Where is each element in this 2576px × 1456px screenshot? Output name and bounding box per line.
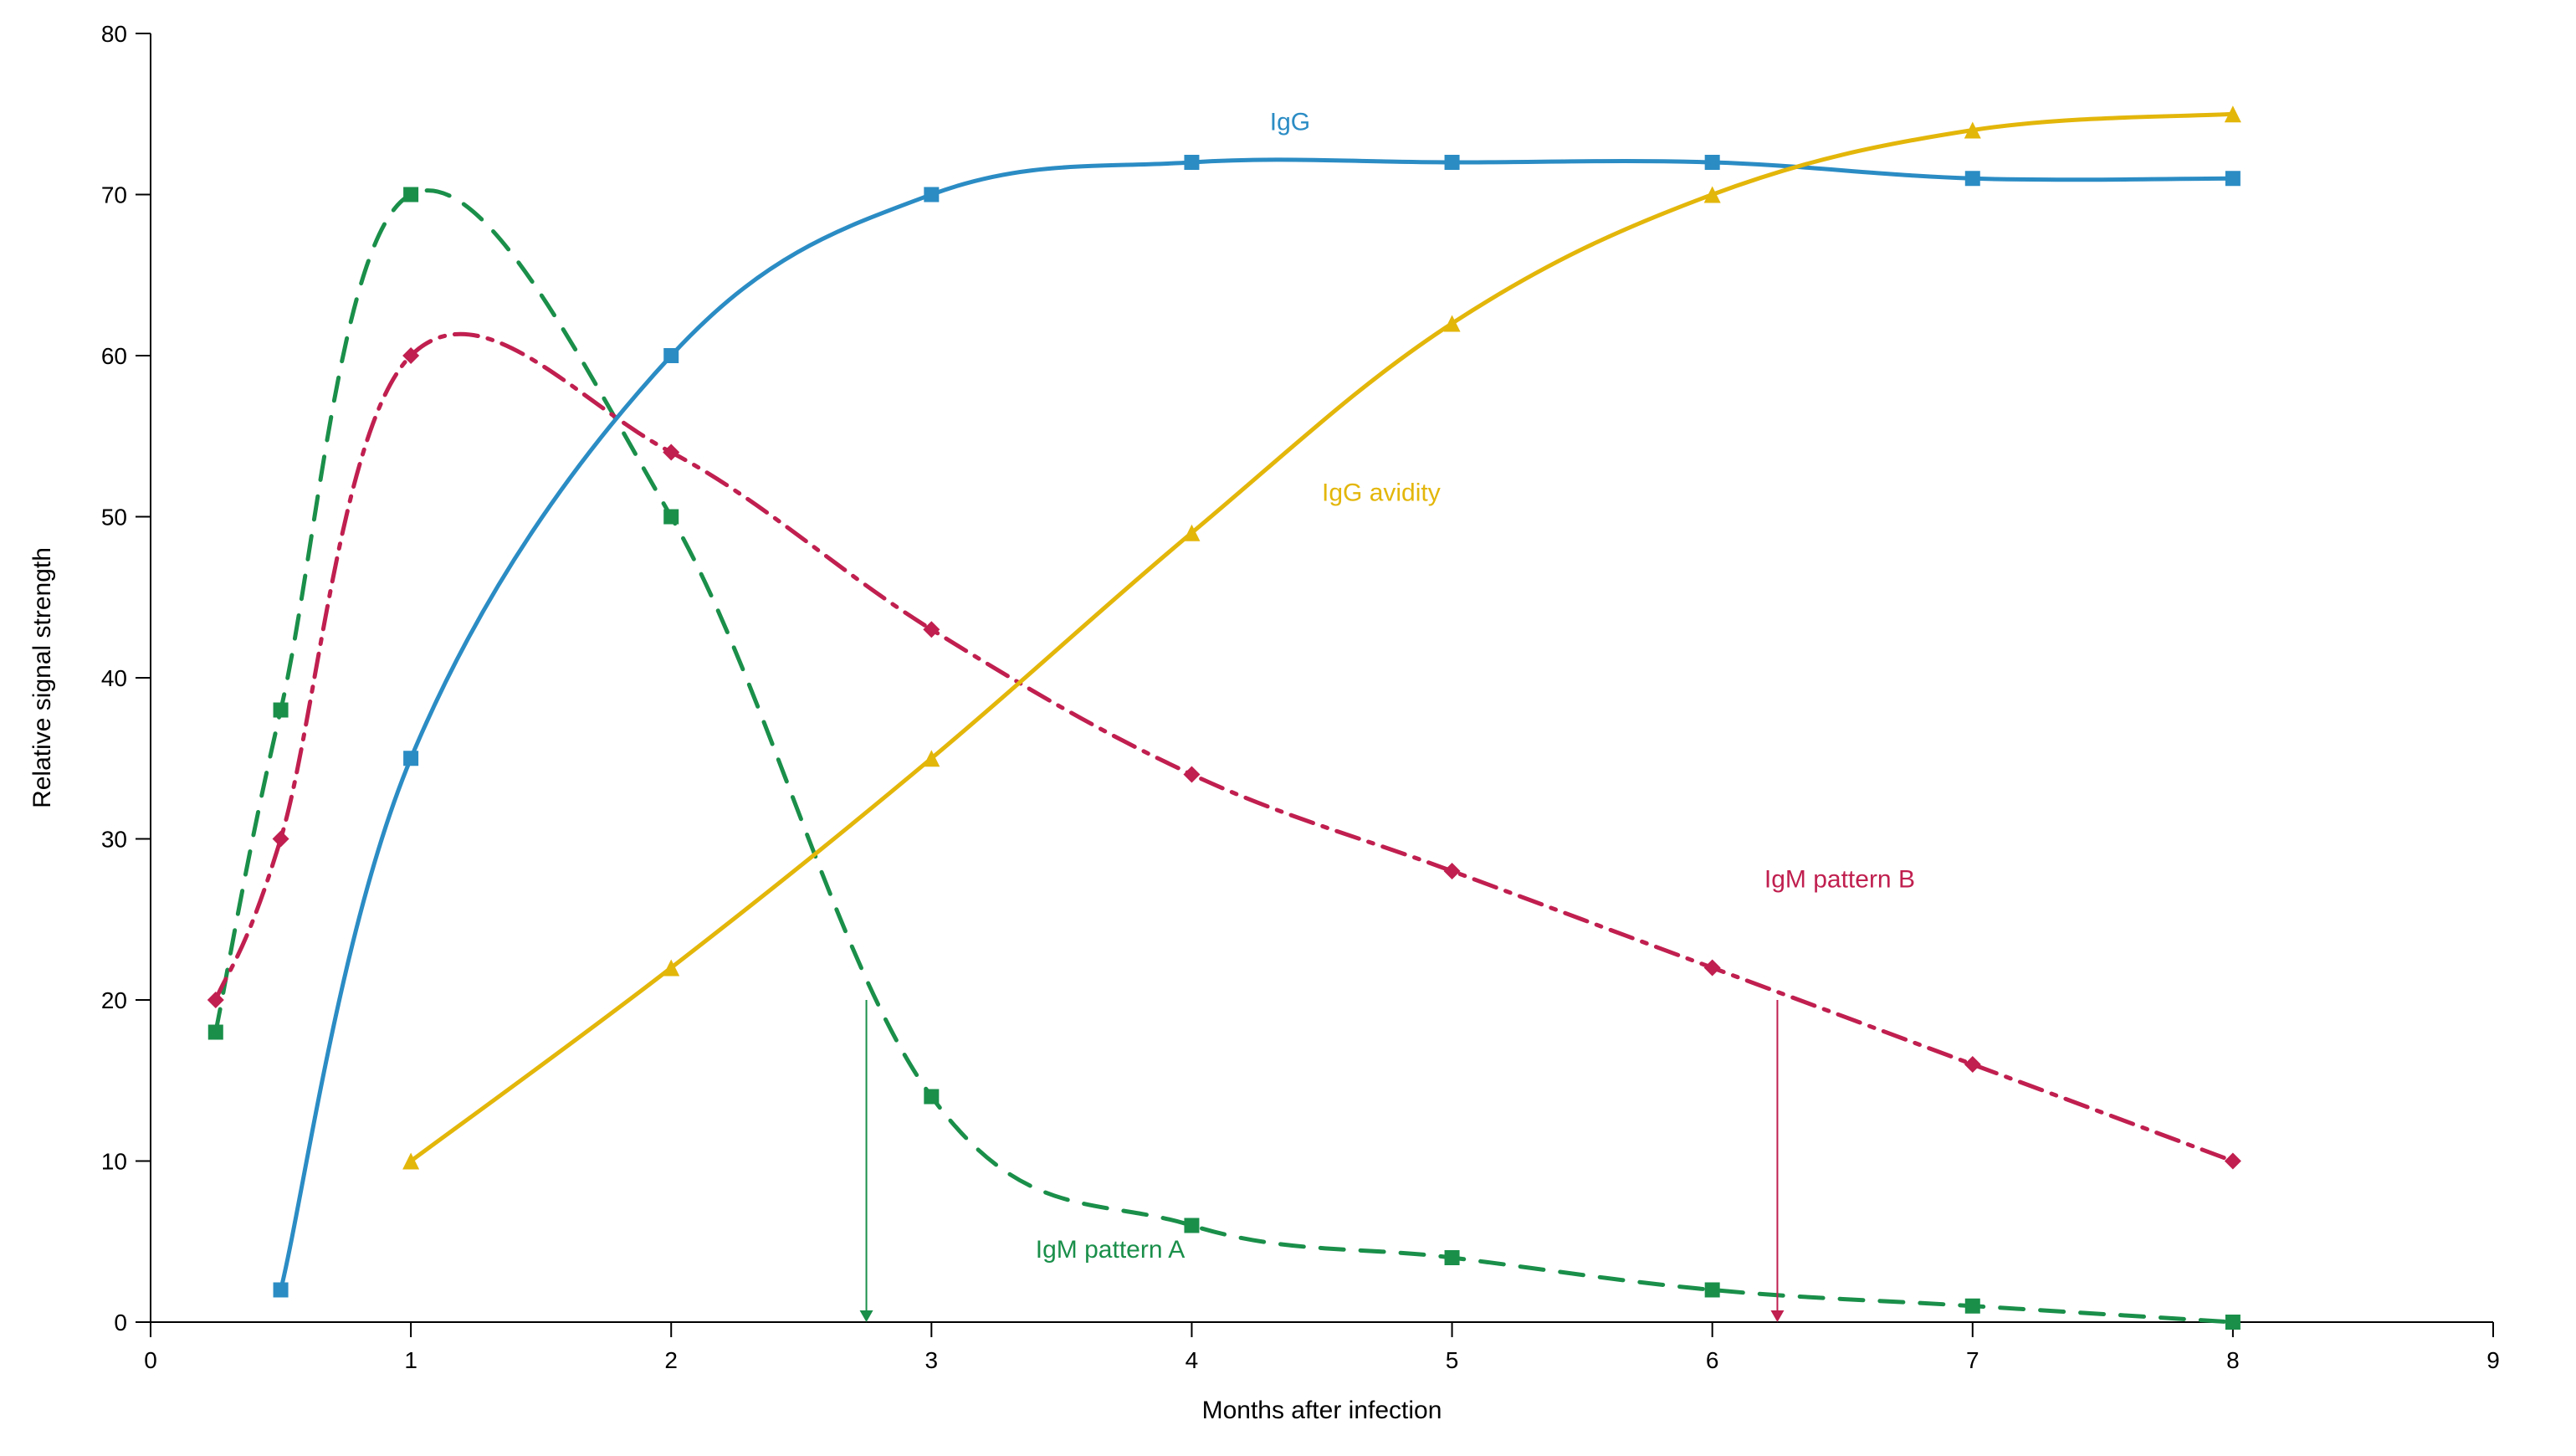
x-tick-label: 4 — [1186, 1347, 1199, 1373]
y-tick-label: 40 — [101, 665, 127, 691]
x-tick-label: 1 — [404, 1347, 417, 1373]
y-tick-label: 10 — [101, 1149, 127, 1175]
series-label-igg_avidity: IgG avidity — [1322, 479, 1441, 506]
x-tick-label: 2 — [664, 1347, 678, 1373]
x-tick-label: 8 — [2226, 1347, 2240, 1373]
y-tick-label: 20 — [101, 987, 127, 1013]
y-tick-label: 0 — [114, 1310, 127, 1336]
y-tick-label: 80 — [101, 21, 127, 47]
series-label-igm_a: IgM pattern A — [1036, 1236, 1185, 1264]
y-axis-label: Relative signal strength — [28, 547, 56, 808]
x-tick-label: 0 — [144, 1347, 157, 1373]
y-tick-label: 30 — [101, 827, 127, 853]
y-tick-label: 70 — [101, 182, 127, 208]
x-tick-label: 6 — [1706, 1347, 1719, 1373]
antibody-chart: 0 10 20 30 40 50 60 70 80 0 1 2 3 4 5 6 7 8 9 Months after … — [0, 0, 2576, 1456]
x-tick-label: 3 — [925, 1347, 939, 1373]
y-tick-label: 50 — [101, 505, 127, 531]
x-tick-label: 7 — [1966, 1347, 1979, 1373]
x-tick-label: 5 — [1446, 1347, 1459, 1373]
x-tick-label: 9 — [2486, 1347, 2500, 1373]
series-label-igm_b: IgM pattern B — [1764, 865, 1915, 893]
y-tick-label: 60 — [101, 343, 127, 369]
chart-svg: 0 10 20 30 40 50 60 70 80 0 1 2 3 4 5 6 7 8 9 Months after … — [0, 0, 2576, 1456]
series-label-igg: IgG — [1270, 109, 1310, 136]
x-axis-label: Months after infection — [1202, 1397, 1442, 1424]
